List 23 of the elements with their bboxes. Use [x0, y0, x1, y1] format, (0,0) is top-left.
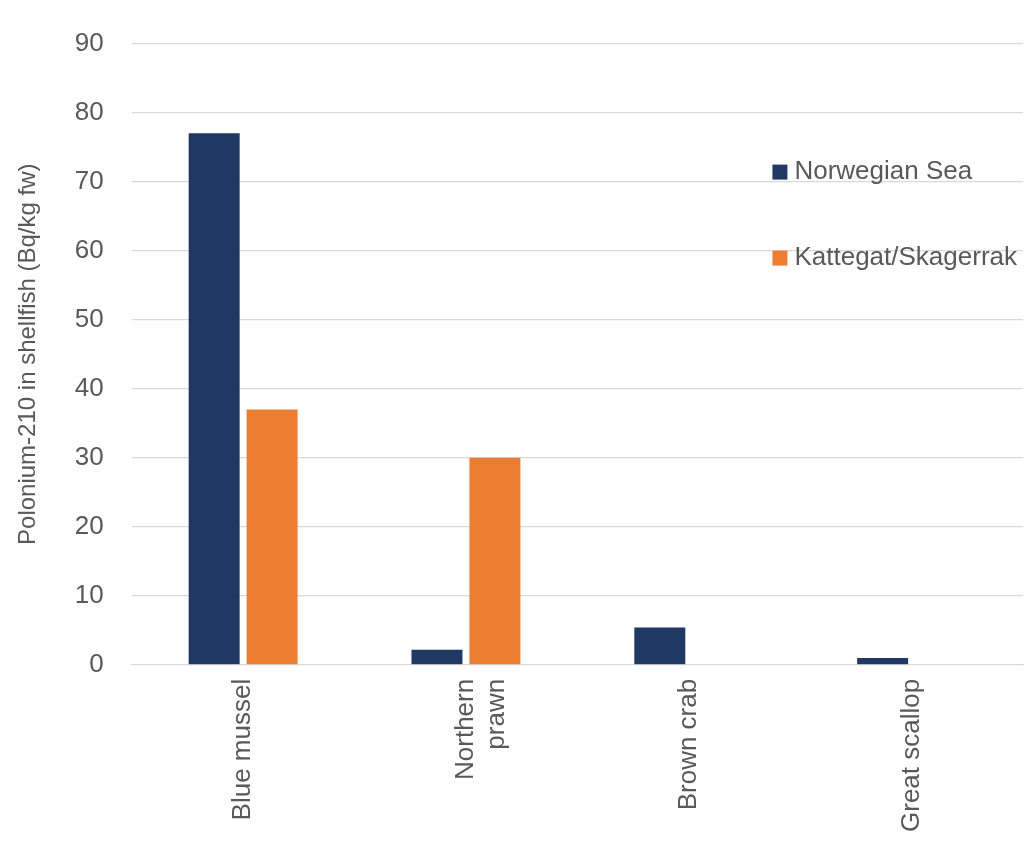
y-tick-label: 50 [74, 302, 104, 333]
legend-label: Norwegian Sea [794, 154, 973, 185]
y-tick-label: 40 [74, 371, 104, 402]
y-axis-title: Polonium-210 in shellfish (Bq/kg fw) [13, 163, 41, 545]
y-tick-label: 70 [74, 164, 104, 195]
x-tick-label: Great scallop [894, 678, 925, 833]
x-tick-label: Brown crab [671, 678, 702, 811]
y-tick-label: 0 [89, 647, 104, 678]
y-tick-label: 20 [74, 509, 104, 540]
bar [634, 627, 686, 665]
bar [857, 657, 909, 665]
legend-label: Kattegat/Skagerrak [794, 240, 1018, 271]
y-tick-label: 10 [74, 578, 104, 609]
x-tick-label: Blue mussel [226, 678, 257, 821]
bar [246, 409, 298, 665]
y-tick-label: 60 [74, 233, 104, 264]
x-tick-label: Northern prawn [449, 678, 511, 780]
bar [469, 457, 521, 665]
y-tick-label: 90 [74, 26, 104, 57]
y-tick-label: 80 [74, 95, 104, 126]
bar [188, 133, 240, 665]
bar [411, 649, 463, 665]
y-tick-label: 30 [74, 440, 104, 471]
